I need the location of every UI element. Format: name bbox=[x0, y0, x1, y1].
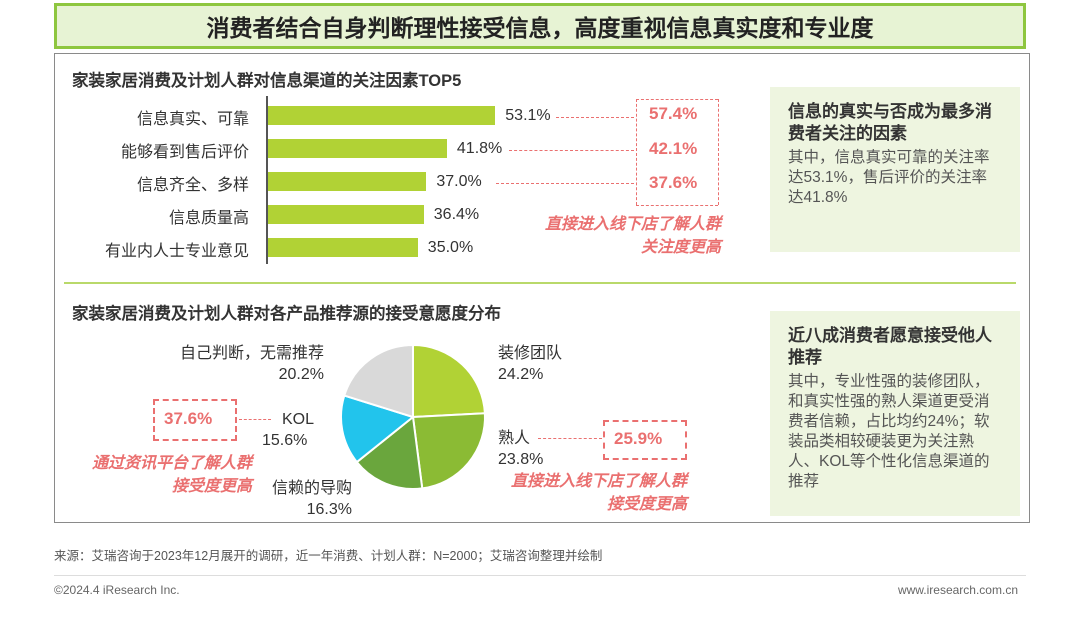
bar-value-label: 53.1% bbox=[505, 107, 551, 124]
content-frame bbox=[54, 53, 1030, 523]
highlight-box-bottom-edge bbox=[636, 205, 718, 206]
highlight-value-2: 42.1% bbox=[649, 139, 698, 158]
bar bbox=[268, 172, 427, 191]
bar bbox=[268, 238, 418, 257]
insight-heading-1: 信息的真实与否成为最多消费者关注的因素 bbox=[788, 102, 992, 143]
insight-text-1: 其中，信息真实可靠的关注率达53.1%，售后评价的关注率达41.8% bbox=[788, 149, 990, 206]
highlight-value-3: 37.6% bbox=[649, 173, 698, 192]
highlight-box-right-edge bbox=[718, 99, 719, 205]
connector-line-2 bbox=[509, 150, 634, 151]
bar-category-label: 有业内人士专业意见 bbox=[104, 243, 249, 260]
bar-category-label: 信息真实、可靠 bbox=[136, 111, 249, 128]
insight-box-2: 近八成消费者愿意接受他人推荐 其中，专业性强的装修团队，和真实性强的熟人渠道更受… bbox=[770, 311, 1020, 516]
pie-label-ziji: 自己判断，无需推荐 20.2% bbox=[179, 345, 324, 383]
kol-highlight-box bbox=[153, 399, 237, 441]
highlight-box-top-edge bbox=[636, 99, 718, 100]
pie-chart-title: 家装家居消费及计划人群对各产品推荐源的接受意愿度分布 bbox=[72, 305, 501, 323]
bar-value-label: 37.0% bbox=[436, 173, 482, 190]
footer-divider bbox=[54, 575, 1026, 576]
insight-box-1: 信息的真实与否成为最多消费者关注的因素 其中，信息真实可靠的关注率达53.1%，… bbox=[770, 87, 1020, 252]
bar bbox=[268, 205, 424, 224]
offline-attention-note: 直接进入线下店了解人群 关注度更高 bbox=[544, 216, 721, 256]
bar-chart-title: 家装家居消费及计划人群对信息渠道的关注因素TOP5 bbox=[72, 72, 462, 90]
offline-acceptance-note: 直接进入线下店了解人群 接受度更高 bbox=[510, 473, 687, 513]
info-platform-note: 通过资讯平台了解人群 接受度更高 bbox=[91, 455, 252, 495]
section-divider bbox=[64, 282, 1016, 284]
pie-label-zhuangxiu: 装修团队 24.2% bbox=[498, 345, 563, 383]
bar-chart-axis bbox=[266, 96, 268, 264]
bar-category-label: 信息齐全、多样 bbox=[136, 177, 249, 194]
pie-slice bbox=[411, 412, 486, 490]
bar-category-label: 信息质量高 bbox=[168, 210, 249, 227]
bar-category-label: 能够看到售后评价 bbox=[120, 144, 249, 161]
shuren-highlight-value: 25.9% bbox=[614, 429, 663, 448]
pie-slice bbox=[355, 415, 424, 490]
connector-line-3 bbox=[496, 183, 634, 184]
shuren-connector-line bbox=[538, 438, 602, 439]
pie-slice bbox=[343, 343, 414, 419]
pie-slice bbox=[412, 343, 486, 419]
insight-heading-2: 近八成消费者愿意接受他人推荐 bbox=[788, 326, 992, 367]
kol-connector-line bbox=[239, 419, 271, 420]
shuren-highlight-box bbox=[603, 420, 687, 460]
pie-label-kol: KOL 15.6% bbox=[262, 411, 315, 449]
bar-value-label: 35.0% bbox=[427, 239, 474, 256]
bar-value-label: 41.8% bbox=[456, 140, 503, 157]
bar-value-label: 36.4% bbox=[433, 206, 480, 223]
copyright: ©2024.4 iResearch Inc. bbox=[54, 583, 180, 597]
website-link[interactable]: www.iresearch.com.cn bbox=[897, 583, 1018, 597]
bar bbox=[268, 139, 447, 158]
source-note: 来源：艾瑞咨询于2023年12月展开的调研，近一年消费、计划人群：N=2000；… bbox=[54, 549, 603, 563]
insight-text-2: 其中，专业性强的装修团队，和真实性强的熟人渠道更受消费者信赖，占比均约24%；软… bbox=[788, 373, 990, 490]
highlight-box-left-edge bbox=[636, 99, 637, 205]
pie-label-daogou: 信赖的导购 16.3% bbox=[271, 480, 352, 518]
connector-line-1 bbox=[556, 117, 634, 118]
page-title: 消费者结合自身判断理性接受信息，高度重视信息真实度和专业度 bbox=[54, 3, 1026, 49]
pie-label-shuren: 熟人 23.8% bbox=[498, 430, 544, 468]
highlight-value-1: 57.4% bbox=[649, 104, 698, 123]
bar bbox=[268, 106, 496, 125]
kol-highlight-value: 37.6% bbox=[164, 409, 213, 428]
